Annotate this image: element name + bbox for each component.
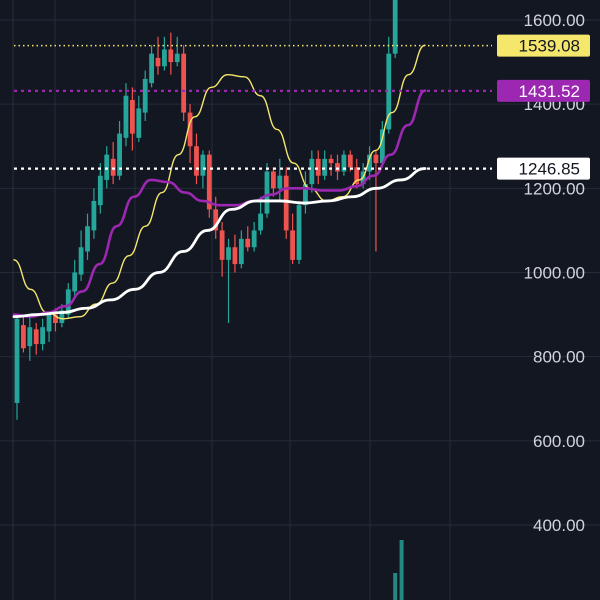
- candle-body: [347, 154, 353, 168]
- candle-body: [296, 205, 302, 260]
- candle-body: [270, 171, 276, 189]
- candle-body: [46, 314, 52, 332]
- candle-body: [213, 209, 219, 231]
- candle-body: [194, 146, 199, 176]
- moving-averages: [12, 44, 427, 320]
- volume-bar: [393, 573, 398, 600]
- candle-body: [354, 167, 360, 185]
- y-tick-label: 600.00: [533, 432, 585, 451]
- price-badge-label: 1539.08: [519, 37, 580, 56]
- candle-body: [174, 53, 180, 63]
- candle-body: [162, 49, 167, 67]
- candle-body: [97, 175, 103, 206]
- candle-body: [379, 129, 385, 164]
- candle-body: [65, 289, 71, 315]
- candle-body: [386, 53, 392, 130]
- candle-body: [290, 230, 296, 260]
- candle-body: [206, 154, 212, 210]
- candle-body: [232, 247, 238, 265]
- price-badge: [497, 157, 590, 180]
- candle-body: [33, 329, 39, 345]
- candle-body: [367, 154, 372, 172]
- candle-body: [91, 200, 97, 231]
- candle-body: [315, 158, 321, 176]
- candles: [14, 0, 398, 420]
- candle-body: [142, 78, 148, 113]
- candle-body: [373, 154, 379, 164]
- candle-body: [341, 154, 347, 172]
- candle-body: [200, 154, 206, 176]
- candle-body: [136, 108, 142, 138]
- candle-body: [129, 99, 135, 134]
- price-axis[interactable]: 400.00600.00800.001000.001200.001400.001…: [497, 11, 590, 535]
- candle-body: [149, 53, 155, 84]
- candle-body: [258, 213, 263, 231]
- price-badge-label: 1431.52: [519, 82, 580, 101]
- candle-body: [309, 158, 315, 185]
- candle-body: [40, 327, 46, 345]
- candle-body: [110, 158, 116, 176]
- candle-body: [187, 112, 193, 147]
- moving-average-line: [13, 44, 426, 320]
- volume-bar: [399, 540, 404, 600]
- candle-body: [53, 314, 58, 323]
- candle-body: [392, 0, 398, 54]
- candle-body: [245, 238, 251, 248]
- candle-body: [322, 158, 328, 176]
- volume-bars: [393, 540, 404, 600]
- candle-body: [251, 230, 257, 248]
- candle-body: [226, 247, 231, 260]
- candle-body: [78, 247, 84, 275]
- y-tick-label: 400.00: [533, 516, 585, 535]
- price-lines: [14, 44, 492, 170]
- candle-body: [14, 318, 20, 403]
- candle-body: [303, 184, 308, 206]
- candle-body: [168, 49, 174, 63]
- candle-body: [238, 238, 244, 265]
- candle-body: [104, 154, 110, 180]
- candle-body: [123, 95, 129, 138]
- candle-body: [59, 310, 65, 323]
- candle-body: [21, 325, 26, 349]
- candle-body: [181, 53, 187, 113]
- candle-body: [85, 226, 90, 252]
- candle-body: [117, 133, 122, 176]
- price-badge: [497, 79, 590, 102]
- candle-body: [27, 327, 33, 347]
- y-tick-label: 1600.00: [524, 11, 585, 30]
- candle-body: [328, 158, 334, 164]
- candle-body: [264, 171, 270, 214]
- y-tick-label: 1000.00: [524, 264, 585, 283]
- candle-body: [277, 175, 283, 189]
- moving-average-line: [12, 89, 427, 318]
- candle-body: [335, 163, 340, 172]
- y-tick-label: 800.00: [533, 348, 585, 367]
- y-tick-label: 1200.00: [524, 179, 585, 198]
- candle-body: [219, 230, 225, 260]
- candle-body: [155, 57, 161, 67]
- price-badge-label: 1246.85: [519, 160, 580, 179]
- candle-body: [283, 175, 289, 231]
- moving-average-line: [12, 167, 427, 319]
- candle-body: [72, 272, 78, 292]
- price-badge: [497, 34, 590, 57]
